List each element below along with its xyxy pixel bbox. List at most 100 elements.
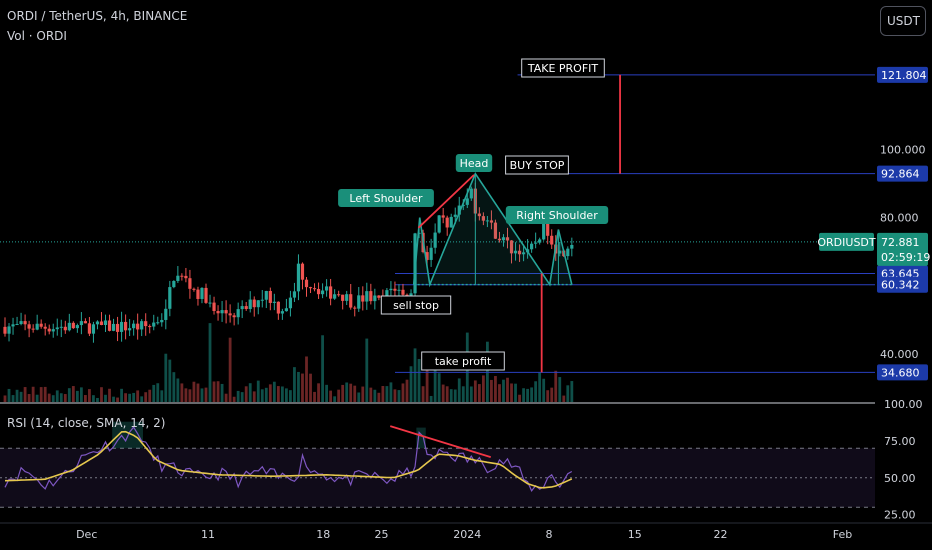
volume-bar	[252, 391, 256, 402]
volume-bar	[136, 390, 140, 402]
price-level-value: 121.804	[881, 69, 927, 82]
candle-body	[369, 291, 373, 302]
volume-bar	[272, 381, 276, 402]
candle-body	[509, 240, 514, 254]
volume-bar	[148, 389, 152, 402]
volume-bar	[389, 382, 393, 402]
candle-body	[429, 247, 433, 260]
candle-body	[264, 290, 268, 300]
annotation-buy-stop[interactable]: BUY STOP	[505, 155, 569, 175]
annotation-take-profit[interactable]: TAKE PROFIT	[521, 58, 605, 78]
annotation-take-profit[interactable]: take profit	[421, 351, 505, 371]
volume-bar	[79, 387, 83, 402]
candle-body	[501, 237, 506, 241]
volume-bar	[232, 396, 236, 402]
volume-bars	[3, 323, 574, 402]
volume-bar	[473, 380, 477, 402]
candle-body	[465, 198, 469, 205]
volume-bar	[538, 372, 542, 402]
volume-bar	[276, 386, 280, 402]
annotation-sell-stop[interactable]: sell stop	[380, 295, 452, 315]
trend-line[interactable]	[417, 174, 475, 229]
candle-body	[389, 288, 393, 291]
candle-body	[103, 320, 108, 325]
volume-bar	[192, 381, 196, 402]
volume-bar	[204, 387, 208, 402]
price-level-value: 34.680	[881, 366, 920, 379]
volume-bar	[31, 386, 35, 402]
volume-bar	[481, 375, 485, 402]
candle-body	[505, 237, 510, 241]
candle-body	[180, 275, 184, 277]
annotation-left-shoulder[interactable]: Left Shoulder	[338, 189, 434, 207]
volume-bar	[248, 383, 252, 402]
candle-body	[95, 321, 100, 325]
candle-body	[513, 250, 518, 254]
volume-bar	[297, 371, 300, 402]
volume-bar	[176, 378, 180, 402]
annotation-text: BUY STOP	[510, 159, 565, 172]
volume-bar	[3, 395, 7, 402]
currency-button[interactable]: USDT	[880, 6, 926, 36]
candle-body	[345, 294, 349, 301]
volume-bar	[337, 389, 341, 402]
candle-body	[47, 328, 51, 332]
time-axis-tick: 8	[546, 528, 553, 541]
last-price-value: 72.881	[881, 236, 920, 249]
candle-body	[489, 220, 494, 223]
candle-body	[107, 320, 112, 331]
candle-body	[15, 324, 19, 326]
volume-bar	[264, 387, 268, 402]
volume-bar	[429, 395, 433, 402]
candle-body	[397, 289, 401, 291]
annotation-head[interactable]: Head	[455, 154, 493, 172]
volume-bar	[112, 396, 115, 402]
candle-body	[546, 220, 550, 236]
rsi-sma-line[interactable]	[4, 430, 573, 489]
candle-body	[136, 323, 140, 330]
volume-bar	[413, 348, 417, 402]
volume-bar	[92, 395, 95, 402]
candle-body	[449, 216, 453, 228]
price-level-badge	[877, 276, 928, 293]
volume-bar	[224, 393, 228, 402]
volume-bar	[35, 394, 39, 402]
candle-body	[493, 222, 498, 239]
volume-bar	[542, 378, 546, 402]
volume-label: Vol · ORDI	[7, 29, 67, 43]
volume-bar	[373, 389, 377, 402]
volume-bar	[39, 387, 43, 402]
candle-body	[19, 321, 23, 325]
price-axis-tick: 80.000	[880, 212, 919, 225]
price-level-label: 34.680	[877, 364, 928, 381]
volume-bar	[172, 372, 176, 402]
volume-bar	[317, 383, 320, 402]
volume-bar	[409, 366, 413, 402]
volume-bar	[369, 387, 373, 402]
candle-body	[71, 322, 75, 329]
volume-bar	[490, 379, 493, 402]
candle-body	[284, 308, 288, 312]
candle-body	[517, 250, 522, 255]
volume-bar	[534, 381, 538, 402]
annotations: Left Shoulder Head Right Shoulder BUY STOP T…	[338, 58, 609, 371]
volume-bar	[63, 394, 67, 402]
annotation-right-shoulder[interactable]: Right Shoulder	[505, 206, 609, 224]
volume-bar	[341, 384, 345, 402]
annotation-box	[505, 155, 569, 175]
rsi-divergence-line[interactable]	[389, 425, 492, 458]
time-axis-tick: 25	[375, 528, 389, 541]
volume-bar	[220, 383, 224, 402]
candle-body	[240, 306, 244, 310]
candle-body	[140, 321, 144, 330]
candle-body	[445, 217, 449, 228]
price-level-value: 60.342	[881, 279, 920, 292]
volume-bar	[71, 386, 75, 402]
annotation-box	[455, 154, 493, 172]
candle-body	[477, 213, 481, 217]
volume-bar	[510, 383, 513, 402]
candle-body	[308, 287, 313, 289]
price-level-badge	[877, 165, 928, 182]
candle-body	[497, 238, 502, 241]
